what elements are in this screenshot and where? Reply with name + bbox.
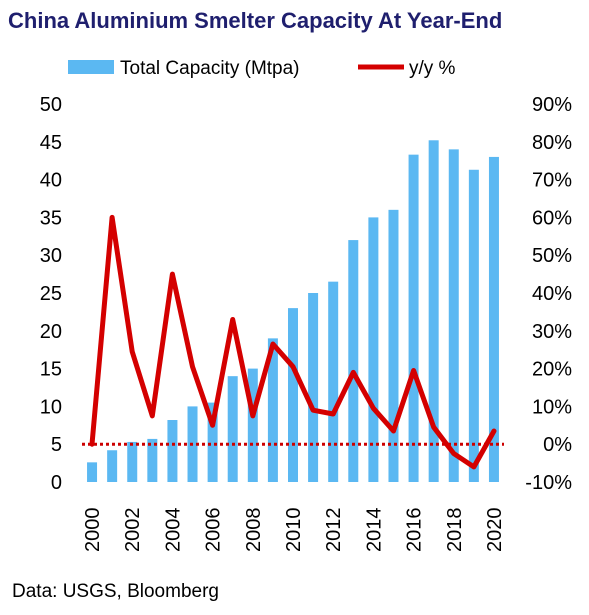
right-tick-label: 30%	[532, 321, 572, 343]
right-tick-label: 0%	[543, 434, 572, 456]
x-tick-label: 2010	[283, 508, 305, 553]
left-tick-label: 35	[40, 207, 62, 229]
left-tick-label: 0	[51, 472, 62, 494]
legend-swatch-bars	[68, 60, 114, 74]
left-tick-label: 15	[40, 359, 62, 381]
left-tick-label: 10	[40, 396, 62, 418]
right-tick-label: 80%	[532, 132, 572, 154]
bar-2008	[247, 368, 258, 482]
bar-2014	[368, 217, 379, 482]
legend: Total Capacity (Mtpa) y/y %	[68, 58, 456, 79]
bar-2001	[107, 450, 118, 482]
bar-2002	[127, 441, 138, 482]
x-tick-label: 2006	[203, 508, 225, 553]
x-tick-label: 2000	[82, 508, 104, 553]
right-tick-label: 40%	[532, 283, 572, 305]
left-tick-label: 45	[40, 132, 62, 154]
source-note: Data: USGS, Bloomberg	[12, 581, 219, 602]
bar-2016	[408, 154, 419, 483]
left-tick-label: 30	[40, 245, 62, 267]
bar-2006	[207, 402, 218, 482]
legend-label-bars: Total Capacity (Mtpa)	[120, 58, 300, 79]
bar-2009	[267, 338, 278, 482]
right-tick-label: 20%	[532, 359, 572, 381]
left-tick-label: 50	[40, 94, 62, 116]
bar-2013	[348, 240, 359, 482]
left-tick-label: 25	[40, 283, 62, 305]
legend-label-line: y/y %	[409, 58, 456, 79]
x-tick-label: 2018	[444, 508, 466, 553]
left-tick-label: 20	[40, 321, 62, 343]
bar-series	[87, 140, 499, 483]
bar-2018	[448, 149, 459, 483]
x-tick-label: 2020	[484, 508, 506, 553]
right-tick-label: 60%	[532, 207, 572, 229]
left-tick-label: 5	[51, 434, 62, 456]
right-tick-label: 10%	[532, 396, 572, 418]
right-axis: -10% 0% 10% 20% 30% 40% 50% 60% 70% 80% 90%	[525, 94, 572, 494]
x-tick-label: 2012	[323, 508, 345, 553]
x-axis: 2000 2002 2004 2006 2008 2010 2012 2014 2016 2018…	[82, 508, 506, 553]
bar-2019	[468, 169, 479, 482]
bar-2020	[488, 156, 499, 483]
bar-2012	[328, 281, 339, 482]
bar-2007	[227, 376, 238, 482]
x-tick-label: 2002	[122, 508, 144, 553]
bar-2003	[147, 438, 158, 482]
x-tick-label: 2016	[404, 508, 426, 553]
right-tick-label: 90%	[532, 94, 572, 116]
bar-2004	[167, 420, 178, 482]
bar-2011	[308, 293, 319, 482]
right-tick-label: 70%	[532, 170, 572, 192]
left-tick-label: 40	[40, 170, 62, 192]
bar-2000	[87, 462, 98, 482]
x-tick-label: 2008	[243, 508, 265, 553]
bar-2010	[288, 308, 298, 482]
right-tick-label: -10%	[525, 472, 572, 494]
right-tick-label: 50%	[532, 245, 572, 267]
left-axis: 0 5 10 15 20 25 30 35 40 45 50	[40, 94, 62, 494]
bar-2017	[428, 140, 439, 482]
x-tick-label: 2004	[162, 508, 184, 553]
bar-2015	[388, 209, 399, 482]
x-tick-label: 2014	[363, 508, 385, 553]
yoy-line-series	[89, 214, 497, 470]
chart-title: China Aluminium Smelter Capacity At Year…	[8, 8, 503, 33]
